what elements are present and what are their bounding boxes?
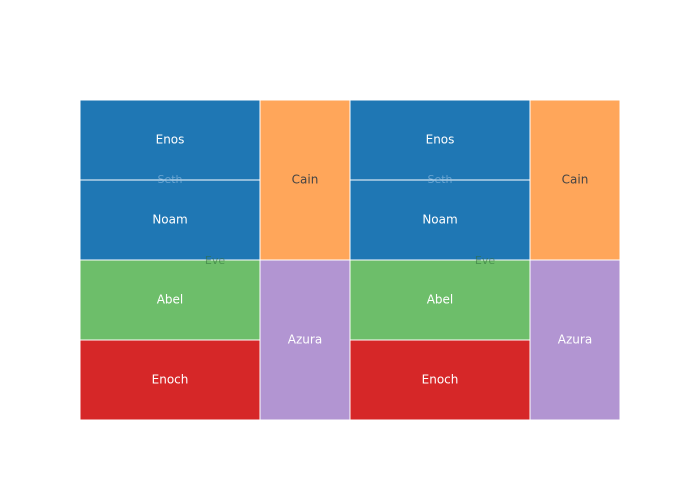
treemap-1-seth-label: Seth	[157, 173, 182, 186]
treemap-1-eve-label: Eve	[205, 254, 225, 267]
treemap-2-abel-tile[interactable]	[349, 259, 531, 341]
treemap-1-cain-label: Cain	[292, 173, 319, 187]
treemap-1-azura-label: Azura	[288, 333, 322, 347]
treemap-1-abel-label: Abel	[157, 293, 184, 307]
treemap-2-eve-label: Eve	[475, 254, 495, 267]
treemap-2-azura-label: Azura	[558, 333, 592, 347]
treemap-2-abel-label: Abel	[427, 293, 454, 307]
treemap-2-enoch-label: Enoch	[422, 373, 459, 387]
treemap-1-enos-tile[interactable]	[79, 99, 261, 181]
treemap-1-abel-tile[interactable]	[79, 259, 261, 341]
treemap-2-azura-tile[interactable]	[529, 259, 621, 421]
treemap-2-cain-label: Cain	[562, 173, 589, 187]
treemap-1-enoch-label: Enoch	[152, 373, 189, 387]
treemap-2-enos-label: Enos	[426, 133, 455, 147]
treemap-1-noam-label: Noam	[152, 213, 187, 227]
treemap-2-enoch-tile[interactable]	[349, 339, 531, 421]
treemap-1-enoch-tile[interactable]	[79, 339, 261, 421]
treemap-1-noam-tile[interactable]	[79, 179, 261, 261]
treemap-2-seth-label: Seth	[427, 173, 452, 186]
treemap-2-cain-tile[interactable]	[529, 99, 621, 261]
treemap-1-azura-tile[interactable]	[259, 259, 351, 421]
treemap-2-noam-tile[interactable]	[349, 179, 531, 261]
treemap-1-enos-label: Enos	[156, 133, 185, 147]
treemap-2-noam-label: Noam	[422, 213, 457, 227]
